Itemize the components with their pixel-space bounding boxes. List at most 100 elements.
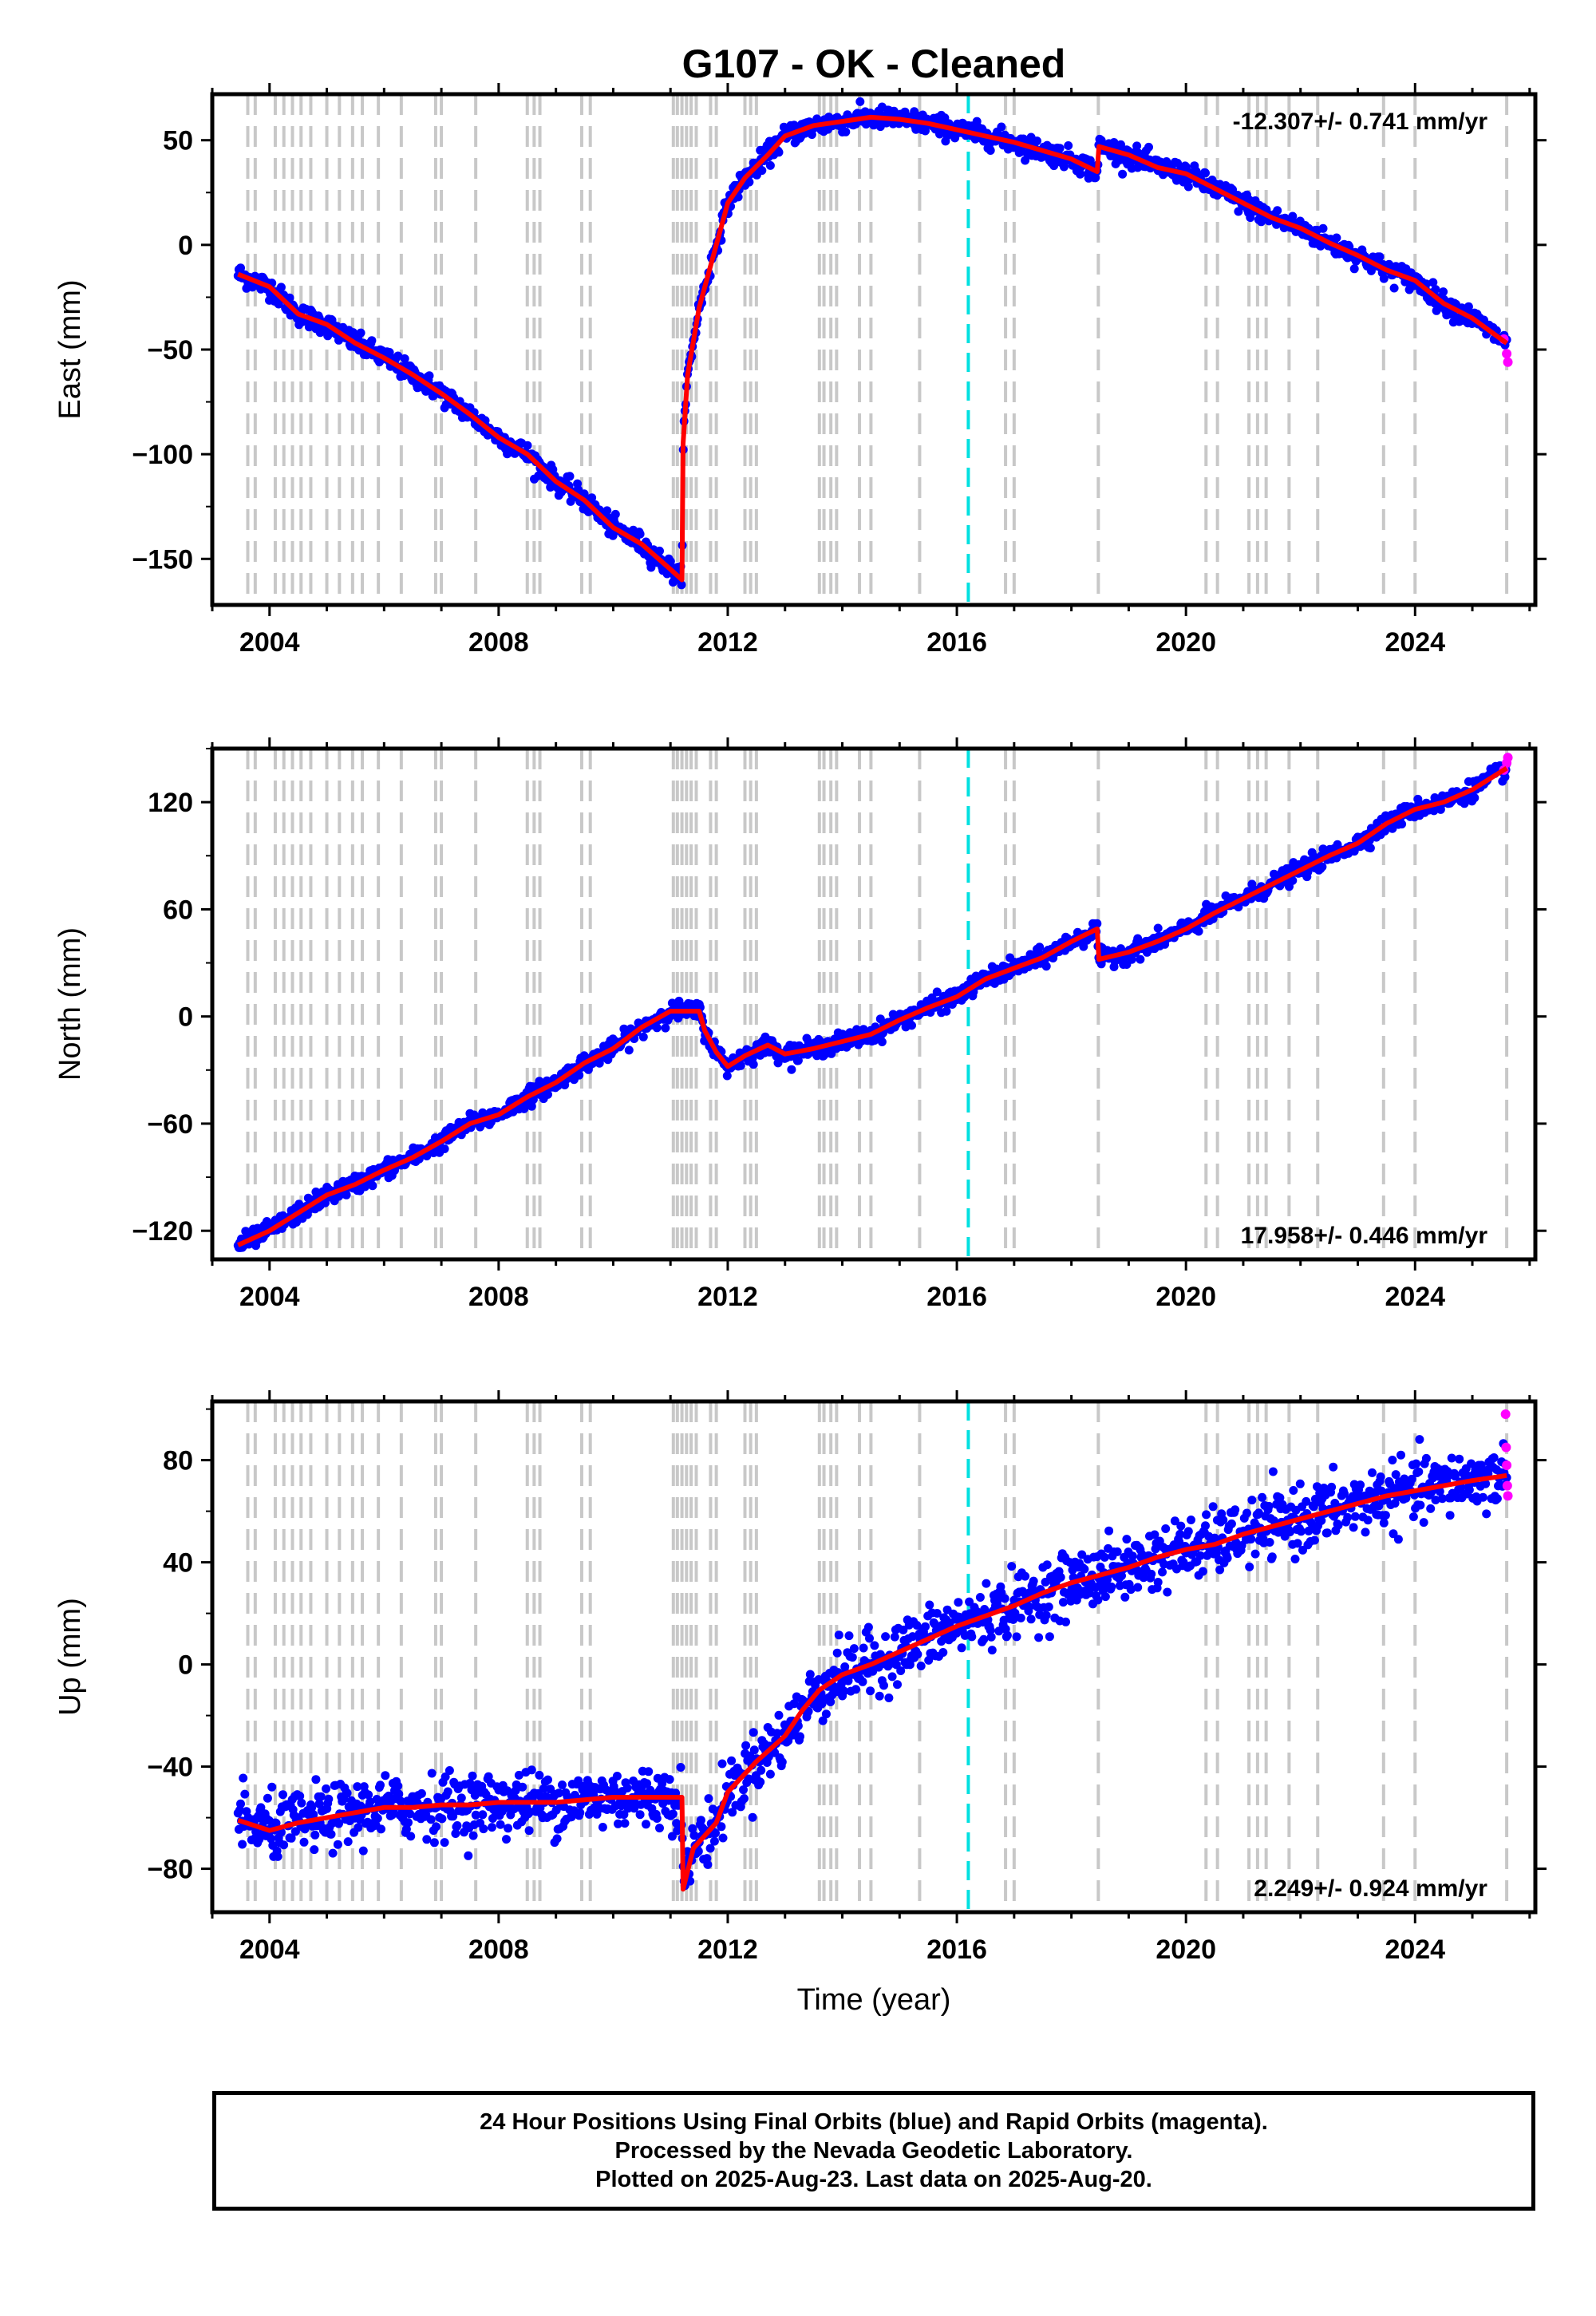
final-orbit-point	[1198, 1567, 1207, 1576]
final-orbit-point	[844, 1631, 854, 1641]
final-orbit-point	[870, 1641, 879, 1650]
final-orbit-point	[365, 1797, 375, 1807]
final-orbit-point	[1056, 1572, 1065, 1582]
final-orbit-point	[575, 1808, 585, 1817]
final-orbit-point	[994, 1626, 1004, 1636]
final-orbit-point	[635, 1810, 645, 1820]
final-orbit-point	[381, 1771, 390, 1780]
final-orbit-point	[619, 1810, 629, 1820]
final-orbit-point	[1126, 1585, 1136, 1595]
final-orbit-point	[709, 1836, 719, 1846]
final-orbit-point	[1286, 1528, 1295, 1536]
x-tick-label: 2020	[1156, 1935, 1216, 1965]
final-orbit-point	[1428, 278, 1438, 287]
footer-line-3: Plotted on 2025-Aug-23. Last data on 202…	[595, 2167, 1152, 2192]
final-orbit-point	[543, 1089, 552, 1099]
final-orbit-point	[796, 1732, 804, 1741]
final-orbit-point	[311, 1775, 321, 1784]
final-orbit-point	[887, 1672, 897, 1682]
final-orbit-point	[558, 1780, 567, 1789]
final-orbit-point	[1500, 773, 1510, 782]
final-orbit-point	[924, 1655, 934, 1665]
final-orbit-point	[1460, 799, 1469, 808]
final-orbit-point	[1381, 1511, 1390, 1520]
final-orbit-point	[736, 1061, 745, 1070]
final-orbit-point	[1333, 1520, 1343, 1530]
final-orbit-point	[1288, 211, 1298, 221]
final-orbit-point	[377, 1824, 385, 1834]
final-orbit-point	[1187, 1516, 1195, 1524]
final-orbit-point	[642, 1820, 650, 1829]
final-orbit-point	[1061, 1617, 1070, 1626]
x-tick-label: 2012	[697, 627, 758, 658]
final-orbit-point	[1044, 1603, 1053, 1611]
final-orbit-point	[401, 1824, 411, 1834]
final-orbit-point	[1147, 1569, 1156, 1579]
final-orbit-point	[843, 1676, 853, 1686]
final-orbit-point	[789, 1699, 799, 1709]
final-orbit-point	[527, 1101, 536, 1111]
plot-area	[233, 1401, 1513, 1912]
final-orbit-point	[552, 1834, 562, 1844]
final-orbit-point	[1183, 182, 1193, 192]
final-orbit-point	[393, 351, 403, 361]
final-orbit-point	[677, 580, 686, 590]
final-orbit-point	[354, 1823, 363, 1832]
final-orbit-point	[661, 1023, 670, 1033]
final-orbit-point	[444, 1766, 454, 1775]
y-tick-label: 80	[163, 1446, 193, 1476]
rapid-orbit-point	[1502, 1480, 1512, 1491]
x-tick-label: 2012	[697, 1935, 758, 1965]
x-tick-label: 2024	[1385, 1935, 1445, 1965]
final-orbit-point	[652, 1814, 662, 1823]
final-orbit-point	[765, 160, 775, 170]
final-orbit-point	[1464, 302, 1473, 311]
y-axis-label: Up (mm)	[53, 1598, 87, 1716]
final-orbit-point	[847, 1653, 857, 1662]
final-orbit-point	[1132, 141, 1142, 151]
final-orbit-point	[1091, 173, 1100, 183]
final-orbit-point	[310, 1830, 320, 1840]
final-orbit-point	[642, 1779, 652, 1788]
final-orbit-point	[1322, 1528, 1332, 1538]
final-orbit-point	[1246, 1535, 1256, 1543]
final-orbit-point	[863, 1622, 873, 1632]
final-orbit-point	[614, 1819, 622, 1828]
final-orbit-point	[826, 1697, 836, 1706]
x-tick-label: 2024	[1385, 1282, 1445, 1312]
final-orbit-point	[1258, 1492, 1267, 1502]
final-orbit-point	[665, 1775, 674, 1784]
final-orbit-point	[1415, 1435, 1424, 1445]
final-orbit-point	[1250, 1549, 1260, 1559]
final-orbit-point	[635, 529, 645, 539]
final-orbit-point	[484, 1772, 493, 1781]
final-orbit-point	[452, 1821, 462, 1830]
final-orbit-point	[358, 1846, 368, 1856]
final-orbit-point	[711, 1828, 720, 1838]
final-orbit-point	[1408, 1512, 1418, 1522]
final-orbit-point	[921, 1622, 930, 1631]
final-orbit-point	[896, 1666, 906, 1675]
y-tick-label: −40	[147, 1753, 193, 1783]
final-orbit-point	[1393, 1535, 1403, 1544]
final-orbit-point	[757, 166, 767, 176]
final-orbit-point	[396, 1796, 405, 1806]
final-orbit-point	[1107, 1582, 1116, 1591]
final-orbit-point	[1450, 1472, 1460, 1481]
final-orbit-point	[1257, 217, 1266, 227]
final-orbit-point	[704, 1794, 713, 1804]
final-orbit-point	[443, 1787, 452, 1796]
final-orbit-point	[1127, 954, 1136, 964]
final-orbit-point	[1375, 252, 1385, 262]
final-orbit-point	[1426, 1504, 1436, 1513]
y-tick-label: 60	[163, 895, 193, 925]
final-orbit-point	[239, 1773, 248, 1783]
final-orbit-point	[353, 1782, 362, 1792]
final-orbit-point	[236, 1799, 245, 1808]
final-orbit-point	[1470, 793, 1479, 803]
final-orbit-point	[314, 1799, 324, 1808]
final-orbit-point	[740, 1794, 749, 1804]
final-orbit-point	[1077, 1550, 1087, 1559]
final-orbit-point	[468, 1831, 478, 1840]
